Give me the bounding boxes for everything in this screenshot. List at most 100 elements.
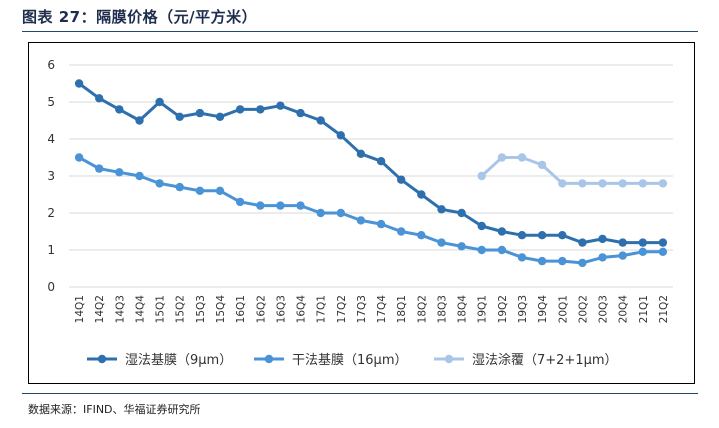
data-point bbox=[215, 186, 225, 195]
data-point bbox=[95, 94, 104, 103]
data-point bbox=[135, 116, 144, 125]
x-tick-label: 16Q4 bbox=[296, 295, 308, 324]
data-point bbox=[336, 131, 345, 140]
data-point bbox=[175, 182, 184, 192]
y-tick-label: 3 bbox=[47, 169, 55, 183]
data-point bbox=[397, 227, 406, 236]
data-point bbox=[316, 208, 325, 218]
data-point bbox=[356, 216, 366, 225]
data-point bbox=[598, 234, 607, 244]
data-point bbox=[215, 112, 225, 122]
data-point bbox=[537, 256, 547, 266]
data-point bbox=[316, 116, 325, 125]
data-point bbox=[638, 247, 647, 256]
legend-item-2: 干法基膜（16μm） bbox=[254, 353, 407, 368]
data-point bbox=[417, 231, 426, 240]
data-point bbox=[658, 179, 668, 188]
x-tick-label: 17Q3 bbox=[356, 295, 368, 323]
x-tick-label: 18Q1 bbox=[396, 295, 408, 323]
legend-label: 湿法基膜（9μm） bbox=[125, 353, 232, 368]
separator-price-chart: 0 1 2 3 4 5 6 14Q1 14Q2 14Q3 14Q4 15Q1 15Q2 15Q3 15Q4… bbox=[47, 58, 673, 368]
data-point bbox=[175, 112, 184, 122]
series-3 bbox=[477, 153, 668, 188]
legend-swatch-marker bbox=[444, 354, 454, 364]
x-tick-label: 16Q3 bbox=[275, 295, 287, 323]
data-point bbox=[115, 168, 124, 177]
y-tick-label: 2 bbox=[47, 206, 55, 220]
chart-frame: 0 1 2 3 4 5 6 14Q1 14Q2 14Q3 14Q4 15Q1 15Q2 15Q3 15Q4… bbox=[28, 42, 695, 384]
data-point bbox=[517, 153, 527, 162]
data-point bbox=[195, 108, 205, 118]
legend-swatch-marker bbox=[264, 354, 274, 364]
data-point bbox=[256, 201, 265, 210]
y-tick-label: 1 bbox=[47, 243, 55, 257]
data-point bbox=[256, 105, 265, 114]
data-point bbox=[618, 238, 627, 247]
y-tick-label: 4 bbox=[47, 132, 55, 146]
series-layer bbox=[74, 79, 668, 268]
x-tick-label: 16Q1 bbox=[235, 295, 247, 323]
x-tick-label: 19Q3 bbox=[517, 295, 529, 323]
legend: 湿法基膜（9μm） 干法基膜（16μm） 湿法涂覆（7+2+1μm） bbox=[87, 352, 618, 368]
data-point bbox=[558, 231, 567, 240]
data-point bbox=[336, 208, 345, 218]
data-point bbox=[437, 238, 446, 247]
data-point bbox=[618, 251, 627, 260]
x-tick-label: 19Q2 bbox=[497, 295, 509, 323]
x-tick-label: 19Q1 bbox=[477, 295, 489, 323]
data-source: 数据来源：IFIND、华福证券研究所 bbox=[28, 403, 201, 416]
data-point bbox=[598, 253, 607, 262]
data-point bbox=[276, 201, 285, 210]
series-line-3 bbox=[480, 156, 663, 185]
y-axis-ticks: 0 1 2 3 4 5 6 bbox=[47, 58, 55, 294]
x-tick-label: 18Q4 bbox=[457, 295, 469, 324]
data-point bbox=[497, 227, 507, 236]
data-point bbox=[497, 245, 507, 255]
x-tick-label: 21Q1 bbox=[638, 295, 650, 323]
data-point bbox=[356, 149, 366, 158]
footer-divider bbox=[22, 393, 698, 394]
data-point bbox=[276, 101, 285, 110]
data-point bbox=[578, 258, 587, 268]
data-point bbox=[376, 219, 386, 229]
legend-label: 湿法涂覆（7+2+1μm） bbox=[472, 352, 618, 368]
series-1 bbox=[74, 79, 668, 247]
data-point bbox=[537, 231, 547, 240]
data-point bbox=[658, 238, 668, 247]
data-point bbox=[74, 153, 84, 162]
data-point bbox=[457, 242, 466, 251]
data-point bbox=[296, 201, 305, 210]
data-point bbox=[296, 108, 305, 118]
data-point bbox=[135, 171, 144, 181]
data-point bbox=[517, 231, 527, 240]
x-tick-label: 14Q3 bbox=[114, 295, 126, 323]
y-tick-label: 5 bbox=[47, 95, 55, 109]
data-point bbox=[497, 153, 507, 162]
x-tick-label: 20Q2 bbox=[577, 295, 589, 323]
x-tick-label: 15Q2 bbox=[175, 295, 187, 323]
data-point bbox=[477, 221, 486, 231]
x-tick-label: 14Q2 bbox=[94, 295, 106, 323]
x-tick-label: 17Q4 bbox=[376, 295, 388, 324]
x-tick-label: 16Q2 bbox=[255, 295, 267, 323]
x-tick-label: 20Q4 bbox=[618, 295, 630, 324]
legend-item-1: 湿法基膜（9μm） bbox=[87, 353, 232, 368]
x-tick-label: 15Q4 bbox=[215, 295, 227, 324]
data-point bbox=[457, 208, 466, 218]
x-tick-label: 18Q2 bbox=[416, 295, 428, 323]
data-point bbox=[115, 105, 124, 114]
data-point bbox=[658, 247, 668, 256]
x-axis-ticks: 14Q1 14Q2 14Q3 14Q4 15Q1 15Q2 15Q3 15Q4 16Q1 16Q2… bbox=[74, 295, 670, 324]
y-tick-label: 0 bbox=[47, 280, 55, 294]
data-point bbox=[638, 179, 647, 188]
x-tick-label: 20Q1 bbox=[557, 295, 569, 323]
data-point bbox=[235, 105, 245, 114]
legend-swatch-marker bbox=[97, 354, 107, 364]
x-tick-label: 17Q2 bbox=[336, 295, 348, 323]
data-point bbox=[578, 238, 587, 247]
legend-label: 干法基膜（16μm） bbox=[292, 353, 407, 368]
data-point bbox=[155, 97, 164, 107]
data-point bbox=[235, 197, 245, 207]
x-tick-label: 15Q1 bbox=[155, 295, 167, 323]
data-point bbox=[155, 179, 164, 188]
